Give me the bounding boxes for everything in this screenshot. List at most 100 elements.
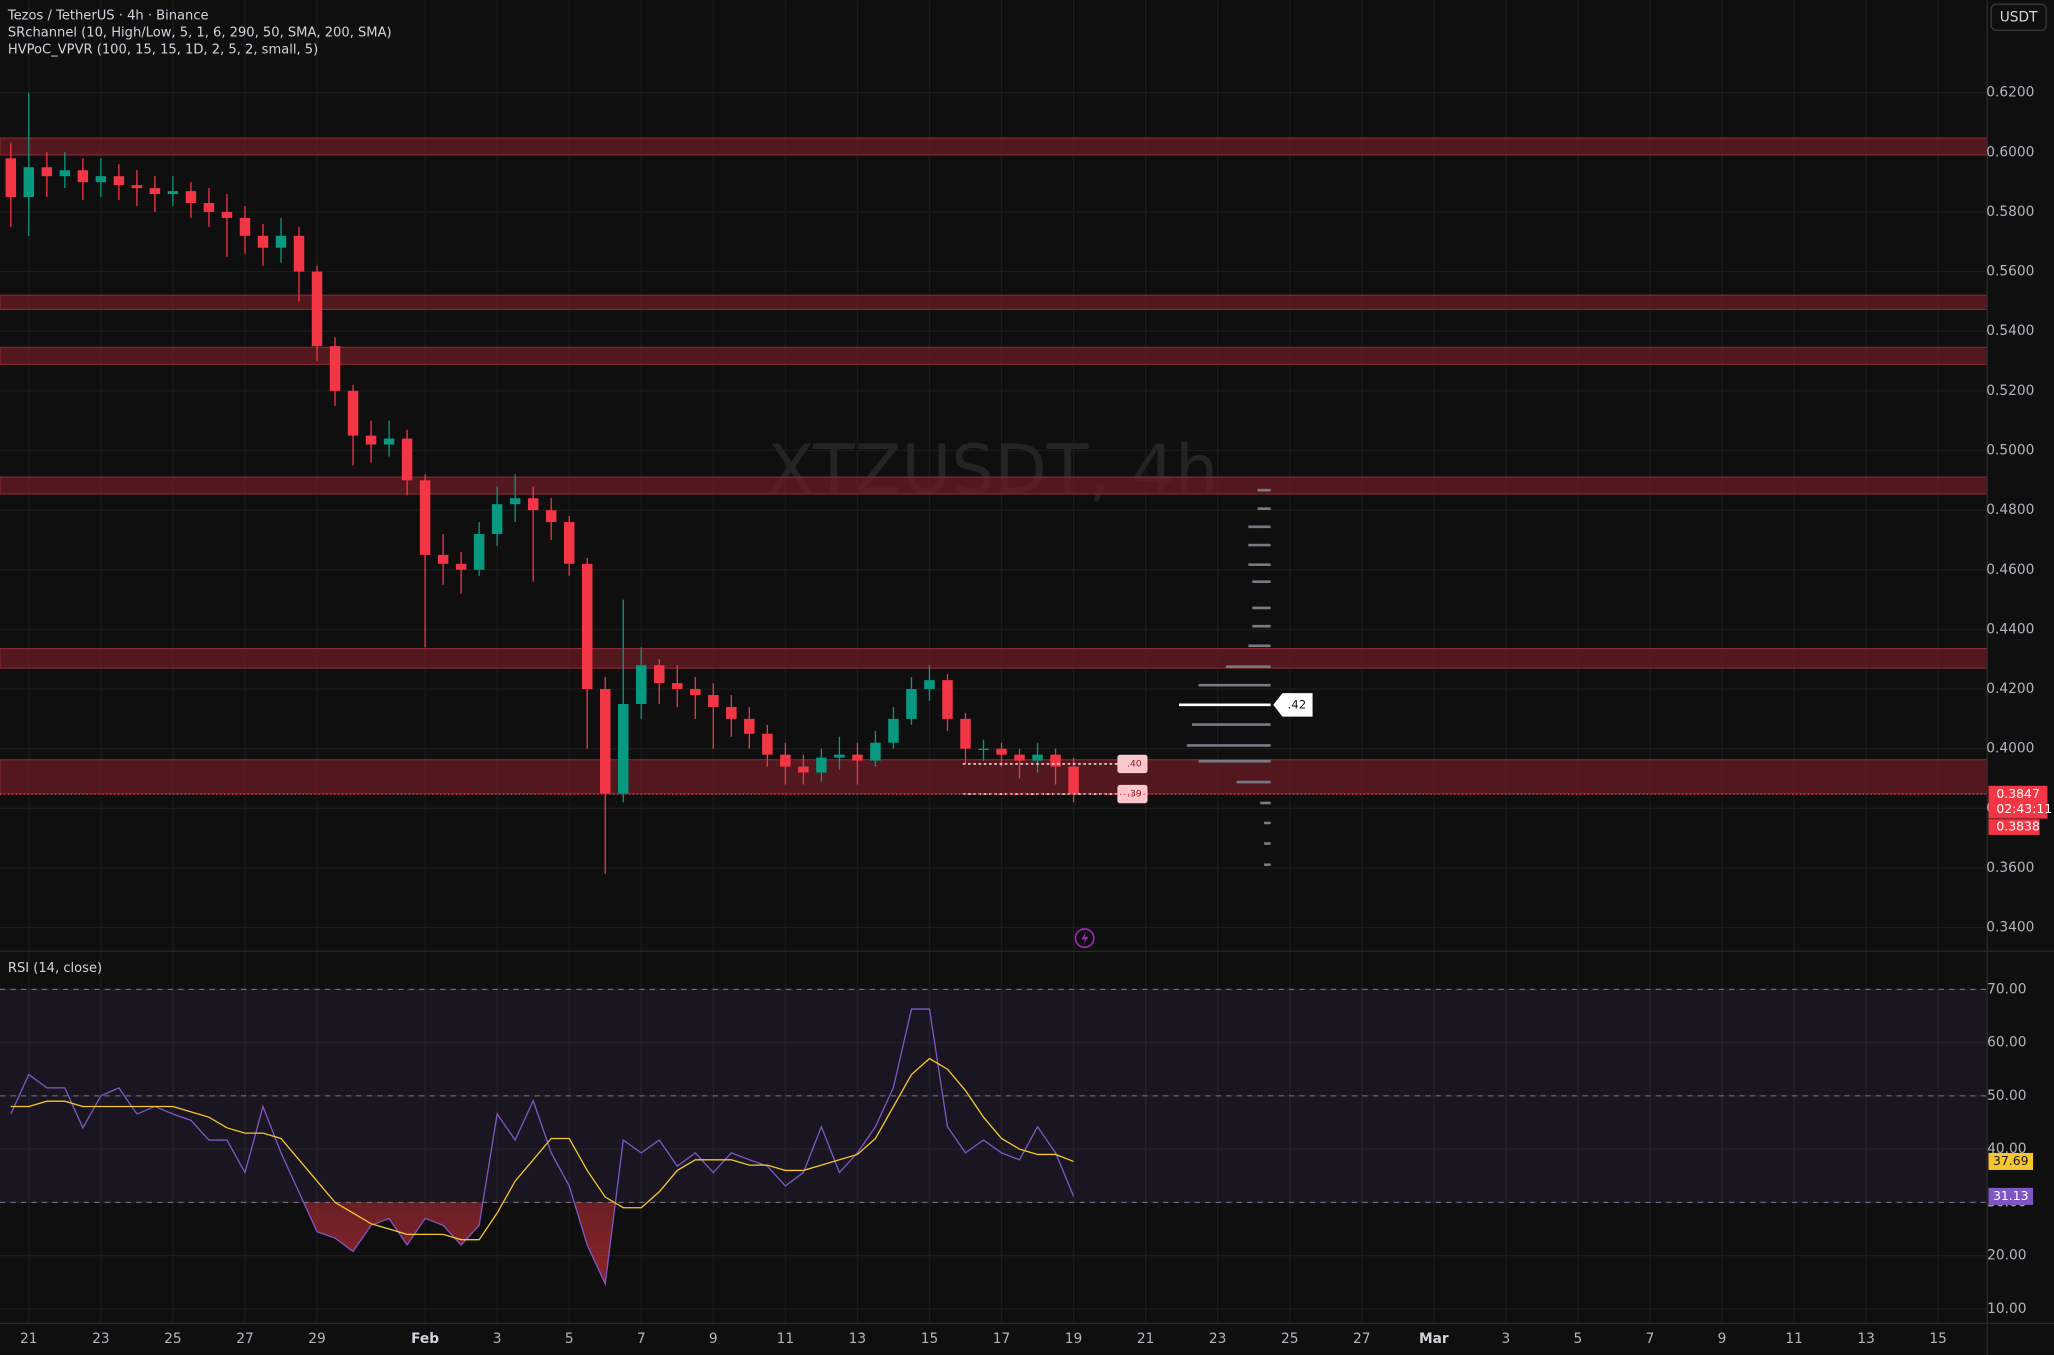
y-tick-label: 0.6000 xyxy=(1986,144,2034,160)
y-tick-label: 0.5200 xyxy=(1986,383,2034,399)
candle-body xyxy=(113,176,125,186)
candle-body xyxy=(726,706,737,719)
y-tick-label: 0.3600 xyxy=(1986,860,2034,876)
currency-button-frame[interactable] xyxy=(1990,3,2047,32)
rsi-title: RSI (14, close) xyxy=(8,961,102,976)
candle-body xyxy=(672,683,683,690)
x-tick-label: 19 xyxy=(1065,1331,1083,1347)
candle-body xyxy=(275,235,287,248)
candle-body xyxy=(996,748,1007,755)
last-price-label: 0.3847 xyxy=(1996,786,2040,801)
x-tick-label: 15 xyxy=(1929,1331,1946,1347)
value-tag xyxy=(1988,1187,2034,1205)
x-tick-label: 27 xyxy=(1353,1331,1371,1347)
watermark: XTZUSDT, 4h xyxy=(768,431,1219,510)
y-tick-label: 0.4800 xyxy=(1986,502,2034,518)
x-tick-label: 5 xyxy=(1574,1331,1583,1347)
y-tick-label: 0.5000 xyxy=(1986,443,2034,459)
alert-icon-ring[interactable] xyxy=(1074,928,1095,949)
candle-body xyxy=(509,498,521,505)
x-tick-label: 29 xyxy=(308,1331,326,1347)
x-tick-label: Feb xyxy=(411,1331,439,1347)
y-tick-label: 70.00 xyxy=(1987,981,2026,997)
x-tick-label: 11 xyxy=(777,1331,795,1347)
candle-body xyxy=(834,754,845,758)
candle-body xyxy=(473,534,485,570)
candle-body xyxy=(203,203,215,212)
y-tick-label: 50.00 xyxy=(1987,1088,2026,1104)
poc-tag xyxy=(1273,693,1313,717)
x-tick-label: 21 xyxy=(1137,1331,1155,1347)
y-tick-label: 0.4000 xyxy=(1986,741,2034,757)
poc-label: .42 xyxy=(1287,697,1306,711)
x-tick-label: 21 xyxy=(20,1331,38,1347)
candle-body xyxy=(437,554,449,564)
candle-body xyxy=(924,680,935,690)
candle-body xyxy=(455,563,467,570)
candle-body xyxy=(365,435,377,445)
y-tick-label: 20.00 xyxy=(1987,1248,2026,1264)
candle-body xyxy=(5,158,17,198)
x-tick-label: Mar xyxy=(1419,1331,1449,1347)
x-tick-label: 5 xyxy=(565,1331,574,1347)
candle-body xyxy=(329,346,341,391)
candle-body xyxy=(347,390,359,436)
candle-body xyxy=(77,170,89,183)
symbol-title: Tezos / TetherUS · 4h · Binance xyxy=(7,8,209,23)
y-tick-label: 60.00 xyxy=(1987,1035,2026,1051)
level-label: .40 xyxy=(1127,758,1142,769)
alert-icon-bolt[interactable] xyxy=(1081,931,1089,945)
candle-body xyxy=(618,703,629,794)
value-tag xyxy=(1988,1152,2034,1170)
candle-body xyxy=(167,191,179,195)
x-tick-label: 9 xyxy=(709,1331,718,1347)
candle-body xyxy=(149,188,161,195)
candle-body xyxy=(221,211,233,218)
candle-body xyxy=(780,754,791,767)
y-tick-label: 0.6200 xyxy=(1986,85,2034,101)
x-tick-label: 11 xyxy=(1785,1331,1803,1347)
price-tag-label: 0.3838 xyxy=(1996,819,2040,834)
candle-body xyxy=(654,665,665,684)
value-tag-label: 31.13 xyxy=(1993,1188,2029,1203)
sr-zone xyxy=(0,137,1988,156)
candle-body xyxy=(690,689,701,696)
indicator-label: HVPoC_VPVR (100, 15, 15, 1D, 2, 5, 2, sm… xyxy=(8,43,318,58)
candle-body xyxy=(239,217,251,236)
level-tag xyxy=(1117,754,1148,774)
candle-body xyxy=(419,480,431,555)
last-price-tag xyxy=(1988,785,2048,819)
indicator-label: SRchannel (10, High/Low, 5, 1, 6, 290, 5… xyxy=(8,26,392,41)
x-tick-label: 7 xyxy=(637,1331,646,1347)
candle-body xyxy=(545,510,557,523)
candle-body xyxy=(906,689,917,719)
currency-button-label[interactable]: USDT xyxy=(2000,9,2038,25)
alert-icon[interactable] xyxy=(1074,928,1095,949)
x-tick-label: 23 xyxy=(92,1331,110,1347)
y-tick-label: 0.5800 xyxy=(1986,204,2034,220)
candle-body xyxy=(816,757,827,773)
x-tick-label: 3 xyxy=(493,1331,502,1347)
y-tick-label: 0.3400 xyxy=(1986,920,2034,936)
x-tick-label: 27 xyxy=(236,1331,254,1347)
candle-body xyxy=(95,176,107,183)
candle-body xyxy=(1014,754,1025,761)
candle-body xyxy=(1032,754,1043,761)
x-tick-label: 25 xyxy=(1281,1331,1299,1347)
x-tick-label: 9 xyxy=(1718,1331,1727,1347)
candle-body xyxy=(870,742,881,761)
x-tick-label: 13 xyxy=(849,1331,867,1347)
price-tag xyxy=(1988,819,2040,835)
candle-body xyxy=(293,235,305,272)
y-tick-label: 0.5400 xyxy=(1986,323,2034,339)
x-tick-label: 25 xyxy=(164,1331,182,1347)
currency-button[interactable]: USDT xyxy=(1990,3,2047,32)
x-tick-label: 3 xyxy=(1502,1331,1511,1347)
candle-body xyxy=(491,504,503,535)
candle-body xyxy=(708,695,719,707)
candle-body xyxy=(401,438,413,481)
candle-body xyxy=(59,170,71,177)
countdown: 02:43:11 xyxy=(1996,801,2052,816)
